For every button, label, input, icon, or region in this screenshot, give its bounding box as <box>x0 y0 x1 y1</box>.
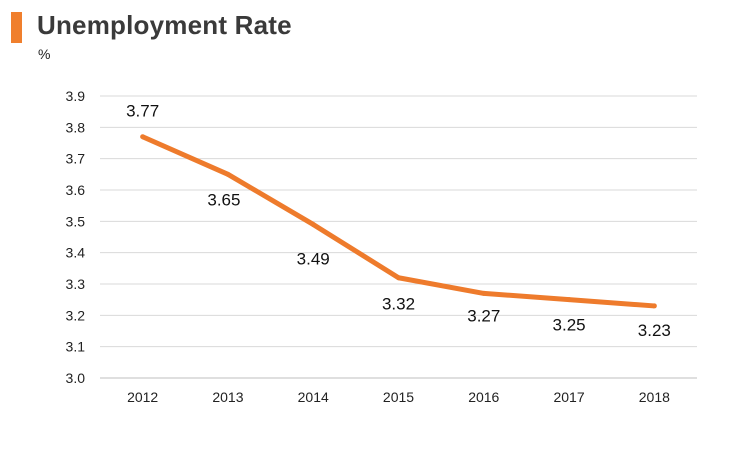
data-label: 3.23 <box>638 321 671 340</box>
y-tick-label: 3.6 <box>66 182 86 198</box>
y-tick-label: 3.7 <box>66 151 86 167</box>
x-tick-label: 2012 <box>127 389 158 405</box>
x-tick-label: 2014 <box>298 389 329 405</box>
y-tick-label: 3.3 <box>66 276 86 292</box>
data-point <box>651 303 657 309</box>
data-point <box>310 221 316 227</box>
y-tick-label: 3.1 <box>66 339 86 355</box>
y-tick-label: 3.5 <box>66 213 86 229</box>
unit-label: % <box>38 46 51 62</box>
data-label: 3.25 <box>553 316 586 335</box>
data-label: 3.49 <box>297 249 330 268</box>
chart-title: Unemployment Rate <box>37 10 292 40</box>
data-label: 3.65 <box>207 190 240 209</box>
title-accent-bar <box>11 12 22 43</box>
x-tick-label: 2016 <box>468 389 499 405</box>
x-tick-label: 2018 <box>639 389 670 405</box>
data-label: 3.77 <box>126 102 159 121</box>
x-tick-label: 2017 <box>553 389 584 405</box>
data-label: 3.32 <box>382 295 415 314</box>
y-tick-label: 3.9 <box>66 88 86 104</box>
x-tick-label: 2015 <box>383 389 414 405</box>
data-point <box>140 134 146 140</box>
data-point <box>481 290 487 296</box>
y-tick-label: 3.2 <box>66 307 86 323</box>
data-label: 3.27 <box>467 306 500 325</box>
y-tick-label: 3.4 <box>66 245 86 261</box>
x-tick-label: 2013 <box>212 389 243 405</box>
data-point <box>225 171 231 177</box>
y-tick-label: 3.0 <box>66 370 86 386</box>
y-tick-label: 3.8 <box>66 119 86 135</box>
data-point <box>566 297 572 303</box>
data-point <box>396 275 401 281</box>
